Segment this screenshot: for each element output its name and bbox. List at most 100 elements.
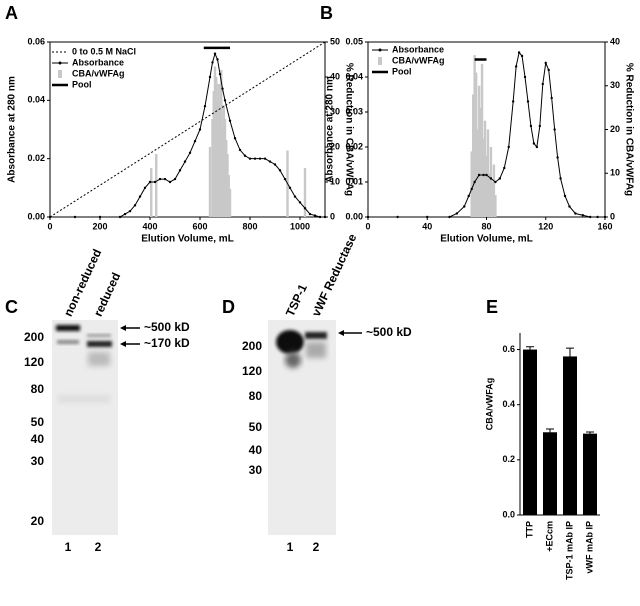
point — [563, 194, 567, 198]
series-line — [50, 52, 325, 218]
point — [529, 124, 533, 128]
marker-label: 40 — [31, 432, 45, 446]
marker-label: 200 — [24, 330, 44, 344]
marker-label: 40 — [249, 443, 263, 457]
point — [278, 169, 282, 172]
point — [238, 148, 242, 152]
point — [503, 166, 506, 170]
bar — [523, 349, 537, 515]
point — [473, 180, 476, 184]
gel-band — [87, 334, 111, 337]
point — [118, 215, 122, 219]
bar — [480, 63, 484, 217]
point — [223, 99, 227, 102]
bar — [216, 101, 219, 217]
x-tick-label: 200 — [92, 221, 107, 231]
bar — [226, 154, 229, 217]
legend-swatch — [58, 70, 62, 78]
bar — [489, 147, 493, 217]
bar — [563, 356, 577, 515]
point — [556, 156, 559, 159]
point — [221, 87, 224, 90]
legend-label: CBA/vWFAg — [392, 55, 445, 65]
point — [283, 177, 287, 181]
bar — [473, 55, 476, 217]
y2-tick-label: 0 — [610, 211, 615, 221]
point — [138, 195, 142, 198]
plot-frame — [49, 41, 326, 218]
point — [198, 128, 202, 131]
point — [596, 215, 599, 219]
gel-smear — [285, 352, 301, 368]
point — [541, 82, 544, 86]
point — [153, 180, 157, 184]
arrow-head — [120, 325, 126, 331]
point — [523, 75, 527, 79]
panel-letter: D — [222, 297, 235, 317]
bar — [222, 105, 225, 217]
bar — [491, 182, 494, 217]
point — [568, 205, 571, 208]
point — [203, 104, 207, 108]
x-tick-label: TTP — [524, 521, 534, 538]
point — [517, 51, 521, 54]
point — [455, 212, 459, 215]
point — [293, 195, 297, 198]
bar — [155, 154, 158, 217]
point — [603, 215, 607, 219]
y-tick-label: 0.4 — [502, 399, 515, 409]
y2-axis-label: % Reduction in CBA/vWFAg — [623, 63, 634, 196]
y-tick-label: 0.05 — [345, 36, 363, 46]
y-tick-label: 0.04 — [345, 71, 363, 81]
point — [526, 100, 530, 103]
gel-band — [305, 332, 327, 339]
bar — [217, 84, 220, 217]
bar — [543, 432, 557, 515]
bar — [486, 129, 490, 217]
marker-label: 120 — [242, 364, 262, 378]
point — [298, 201, 302, 204]
point — [507, 145, 510, 149]
point — [366, 215, 370, 219]
bar — [485, 155, 488, 217]
bar — [220, 70, 223, 217]
panel-letter: C — [5, 297, 18, 317]
point — [216, 58, 219, 61]
bar — [150, 168, 153, 217]
arrow-head — [120, 341, 126, 347]
gel-smear — [58, 395, 110, 403]
y2-tick-label: 10 — [330, 176, 340, 186]
point — [253, 157, 257, 160]
bar — [212, 91, 215, 217]
lane-label: reduced — [91, 270, 123, 318]
gel-c — [52, 320, 140, 535]
bar — [488, 173, 491, 217]
y2-tick-label: 0 — [330, 211, 335, 221]
legend-label: 0 to 0.5 M NaCl — [72, 46, 136, 56]
y-axis-label: CBA/vWFAg — [484, 378, 494, 431]
x-tick-label: 80 — [481, 221, 491, 231]
y2-tick-label: 20 — [610, 124, 620, 134]
point — [303, 207, 307, 210]
point — [263, 157, 267, 160]
y2-axis-label: % Reduction in CBA/vWFAg — [343, 63, 354, 196]
panel-letter: B — [320, 3, 333, 23]
bar — [208, 147, 212, 217]
bar — [482, 138, 485, 217]
marker-label: 30 — [249, 463, 263, 477]
legend-marker — [58, 61, 62, 65]
point — [128, 209, 132, 213]
legend-label: Pool — [72, 79, 92, 89]
bar — [483, 120, 487, 217]
marker-label: 50 — [249, 420, 263, 434]
lane-label: vWF Reductase — [309, 231, 360, 318]
point — [98, 215, 102, 219]
y-tick-label: 0.03 — [345, 106, 363, 116]
point — [514, 65, 518, 68]
point — [243, 154, 247, 157]
y2-tick-label: 40 — [610, 36, 620, 46]
point — [489, 177, 493, 180]
gel-band — [57, 340, 79, 344]
point — [547, 68, 550, 72]
